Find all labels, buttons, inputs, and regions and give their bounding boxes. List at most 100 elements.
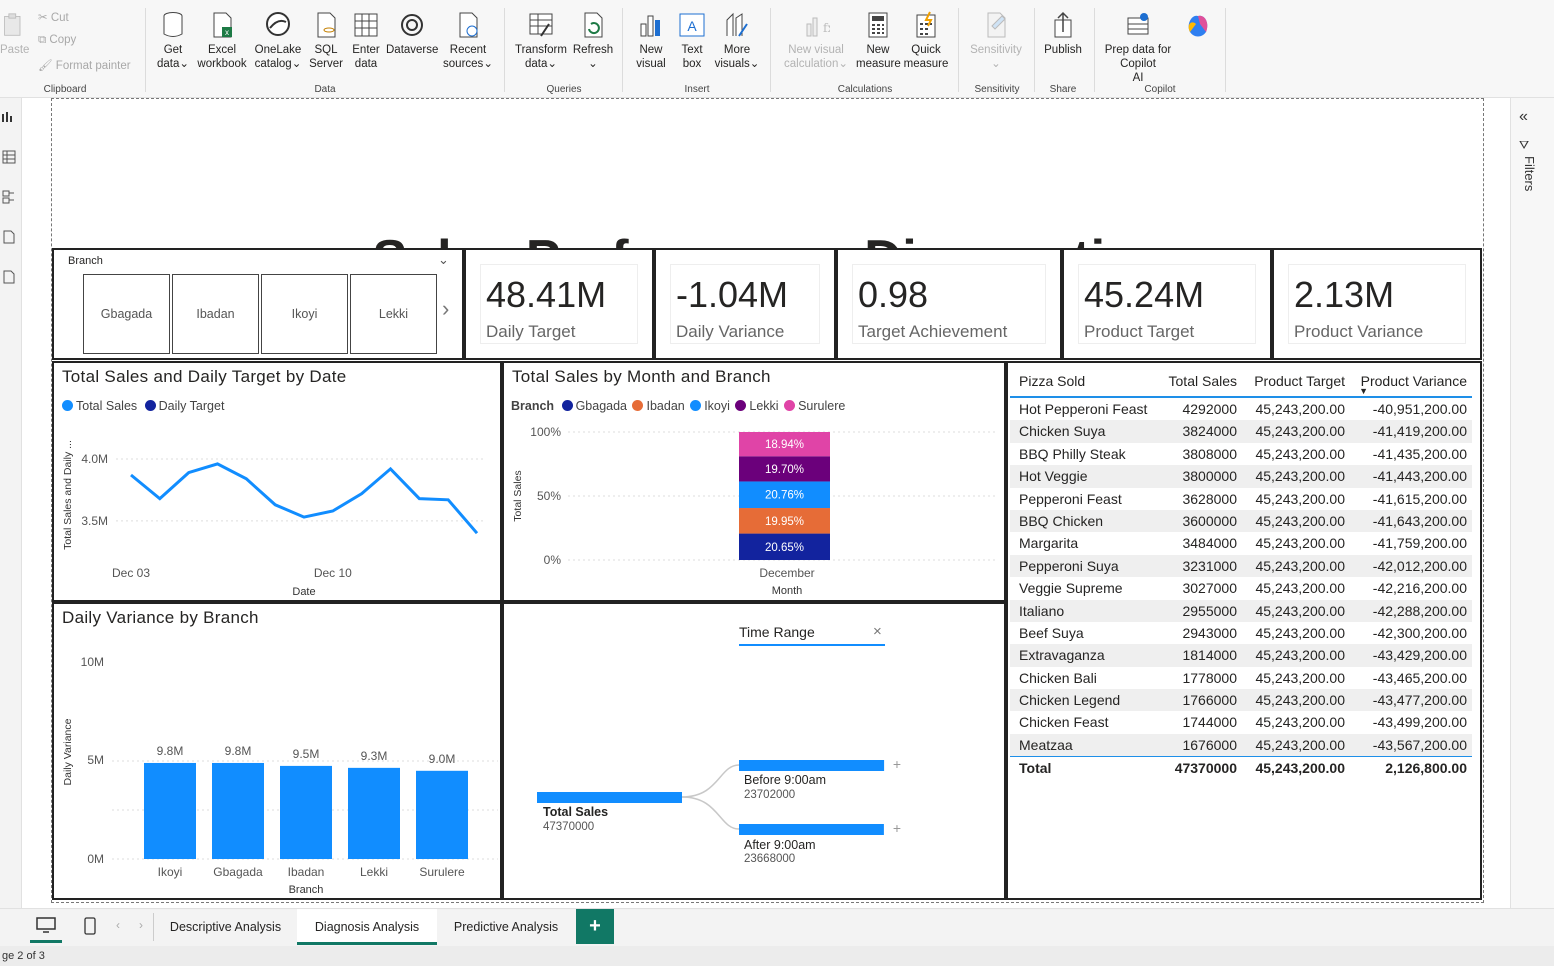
legend-marker <box>735 400 747 411</box>
publish-button[interactable]: Publish <box>1040 10 1086 57</box>
stack-segment-ikoyi[interactable] <box>739 481 830 509</box>
dataverse-button[interactable]: Dataverse <box>386 10 438 57</box>
quick-measure-button[interactable]: Quick measure <box>902 10 950 71</box>
dax-query-view-icon[interactable] <box>2 230 16 244</box>
table-view-icon[interactable] <box>2 150 16 164</box>
bar-ikoyi[interactable] <box>144 762 196 859</box>
text-box-button[interactable]: A Text box <box>674 10 710 71</box>
table-cell: -43,567,200.00 <box>1372 736 1467 753</box>
stacked-bar-visual[interactable]: Total Sales by Month and Branch Branch G… <box>502 361 1006 602</box>
slicer-item[interactable]: Lekki <box>350 274 437 354</box>
table-row[interactable]: Extravaganza 1814000 45,243,200.00 -43,429,… <box>1010 644 1472 667</box>
bar-chart-plot: 9.8M Ikoyi 9.8M Gbagada 9.5M Ibadan 9.3M Lekki 9… <box>62 655 498 896</box>
copilot-button[interactable] <box>1178 10 1218 43</box>
table-row[interactable]: Veggie Supreme 3027000 45,243,200.00 -42,21… <box>1010 577 1472 599</box>
format-painter-button[interactable]: 🖌 Format painter <box>38 60 131 72</box>
prep-data-for-ai-button[interactable]: Prep data for Copilot AI <box>1100 10 1176 85</box>
sort-descending-icon[interactable]: ▼ <box>1359 386 1368 396</box>
column-header[interactable]: Product Target <box>1254 373 1345 389</box>
more-visuals-button[interactable]: More visuals⌄ <box>712 10 762 71</box>
status-bar: ge 2 of 3 <box>0 946 1554 966</box>
table-row[interactable]: Chicken Legend 1766000 45,243,200.00 -43,47… <box>1010 689 1472 712</box>
table-cell: 45,243,200.00 <box>1255 736 1345 753</box>
scroll-right-icon[interactable]: › <box>139 918 143 932</box>
bar-gbagada[interactable] <box>212 762 264 859</box>
expand-chevron-icon[interactable]: « <box>1519 108 1528 125</box>
report-view-icon[interactable] <box>2 110 16 124</box>
chevron-right-icon[interactable]: › <box>442 296 450 321</box>
bar-lekki[interactable] <box>348 767 400 859</box>
bar-surulere[interactable] <box>416 770 468 859</box>
paste-button[interactable]: Paste <box>0 10 29 57</box>
tab-descriptive-analysis[interactable]: Descriptive Analysis <box>169 920 282 934</box>
model-view-icon[interactable] <box>2 190 16 204</box>
table-row[interactable]: Italiano 2955000 45,243,200.00 -42,288,200.… <box>1010 599 1472 622</box>
stack-segment-surulere[interactable] <box>739 432 830 457</box>
desktop-view-button[interactable] <box>30 909 62 943</box>
excel-workbook-button[interactable]: x Excel workbook <box>194 10 250 71</box>
add-page-button[interactable]: + <box>576 909 614 944</box>
column-header[interactable]: Total Sales <box>1168 373 1237 389</box>
table-cell: Beef Suya <box>1019 624 1084 641</box>
table-visual[interactable] <box>1006 361 1482 900</box>
bar-ibadan[interactable] <box>280 765 332 859</box>
insert-group-label: Insert <box>684 84 710 95</box>
new-visual-button[interactable]: New visual <box>632 10 670 71</box>
recent-sources-button[interactable]: Recent sources⌄ <box>442 10 494 71</box>
table-row[interactable]: Chicken Feast 1744000 45,243,200.00 -43,499… <box>1010 711 1472 733</box>
table-row[interactable]: Pepperoni Feast 3628000 45,243,200.00 -41,6… <box>1010 488 1472 510</box>
monitor-icon <box>36 917 56 933</box>
tree-root-bar[interactable] <box>537 792 682 803</box>
sensitivity-button[interactable]: Sensitivity ⌄ <box>966 10 1026 71</box>
column-header[interactable]: Product Variance <box>1360 373 1467 389</box>
legend-marker <box>690 400 702 411</box>
scroll-left-icon[interactable]: ‹ <box>116 918 120 932</box>
table-row[interactable]: Hot Veggie 3800000 45,243,200.00 -41,443,20… <box>1010 465 1472 488</box>
data-label: 19.95% <box>765 516 804 528</box>
table-row[interactable]: BBQ Philly Steak 3808000 45,243,200.00 -41,… <box>1010 443 1472 465</box>
table-cell: 3027000 <box>1182 580 1237 597</box>
close-icon[interactable]: × <box>873 623 882 640</box>
slicer-item[interactable]: Ikoyi <box>261 274 348 354</box>
table-row[interactable]: Meatzaa 1676000 45,243,200.00 -43,567,200.0… <box>1010 733 1472 757</box>
x-tick-label: Lekki <box>360 865 388 879</box>
stack-segment-lekki[interactable] <box>739 456 830 482</box>
ribbon-divider <box>1034 8 1035 92</box>
slicer-item[interactable]: Ibadan <box>172 274 259 354</box>
decomposition-tree-visual[interactable]: Time Range × + + Total Sales 47370000 Be… <box>502 602 1006 900</box>
transform-data-button[interactable]: Transform data⌄ <box>513 10 569 71</box>
stack-segment-gbagada[interactable] <box>739 533 830 560</box>
table-row[interactable]: Beef Suya 2943000 45,243,200.00 -42,300,200… <box>1010 622 1472 644</box>
column-header[interactable]: Pizza Sold <box>1019 373 1086 389</box>
new-measure-button[interactable]: New measure <box>856 10 901 71</box>
kpi-label: Product Variance <box>1294 322 1424 341</box>
enter-data-button[interactable]: Enter data <box>348 10 384 71</box>
table-row[interactable]: Chicken Bali 1778000 45,243,200.00 -43,465,… <box>1010 667 1472 689</box>
cut-button[interactable]: ✂ Cut <box>38 12 69 24</box>
table-row[interactable]: Pepperoni Suya 3231000 45,243,200.00 -42,01… <box>1010 554 1472 578</box>
expand-plus-icon[interactable]: + <box>893 756 901 772</box>
copy-button[interactable]: ⧉ Copy <box>38 34 77 46</box>
table-row[interactable]: Chicken Suya 3824000 45,243,200.00 -41,419,… <box>1010 420 1472 443</box>
mobile-view-icon[interactable] <box>84 917 96 935</box>
onelake-catalog-button[interactable]: OneLake catalog⌄ <box>252 10 304 71</box>
table-row[interactable]: Margarita 3484000 45,243,200.00 -41,759,200… <box>1010 532 1472 554</box>
line-chart-visual[interactable]: Total Sales and Daily Target by Date Tot… <box>52 361 502 602</box>
tree-node-bar[interactable] <box>739 760 885 771</box>
tab-predictive-analysis[interactable]: Predictive Analysis <box>453 920 559 934</box>
tmdl-view-icon[interactable] <box>2 270 16 284</box>
refresh-button[interactable]: Refresh ⌄ <box>572 10 614 71</box>
table-row[interactable]: Hot Pepperoni Feast 4292000 45,243,200.00 -… <box>1010 398 1472 420</box>
get-data-button[interactable]: Get data⌄ <box>155 10 191 71</box>
tab-diagnosis-analysis[interactable]: Diagnosis Analysis <box>297 909 437 945</box>
chevron-down-icon[interactable]: ⌄ <box>438 252 449 267</box>
bar-chart-visual[interactable]: Daily Variance by Branch 9.8M Ikoyi 9.8M Gb… <box>52 602 502 900</box>
expand-plus-icon[interactable]: + <box>893 820 901 836</box>
slicer-item[interactable]: Gbagada <box>83 274 170 354</box>
stack-segment-ibadan[interactable] <box>739 508 830 534</box>
filters-pane-collapsed[interactable]: « ⛛ Filters <box>1510 98 1554 908</box>
sql-server-button[interactable]: SQL Server <box>308 10 344 71</box>
tree-node-bar[interactable] <box>739 824 884 835</box>
table-row[interactable]: BBQ Chicken 3600000 45,243,200.00 -41,643,2… <box>1010 509 1472 533</box>
